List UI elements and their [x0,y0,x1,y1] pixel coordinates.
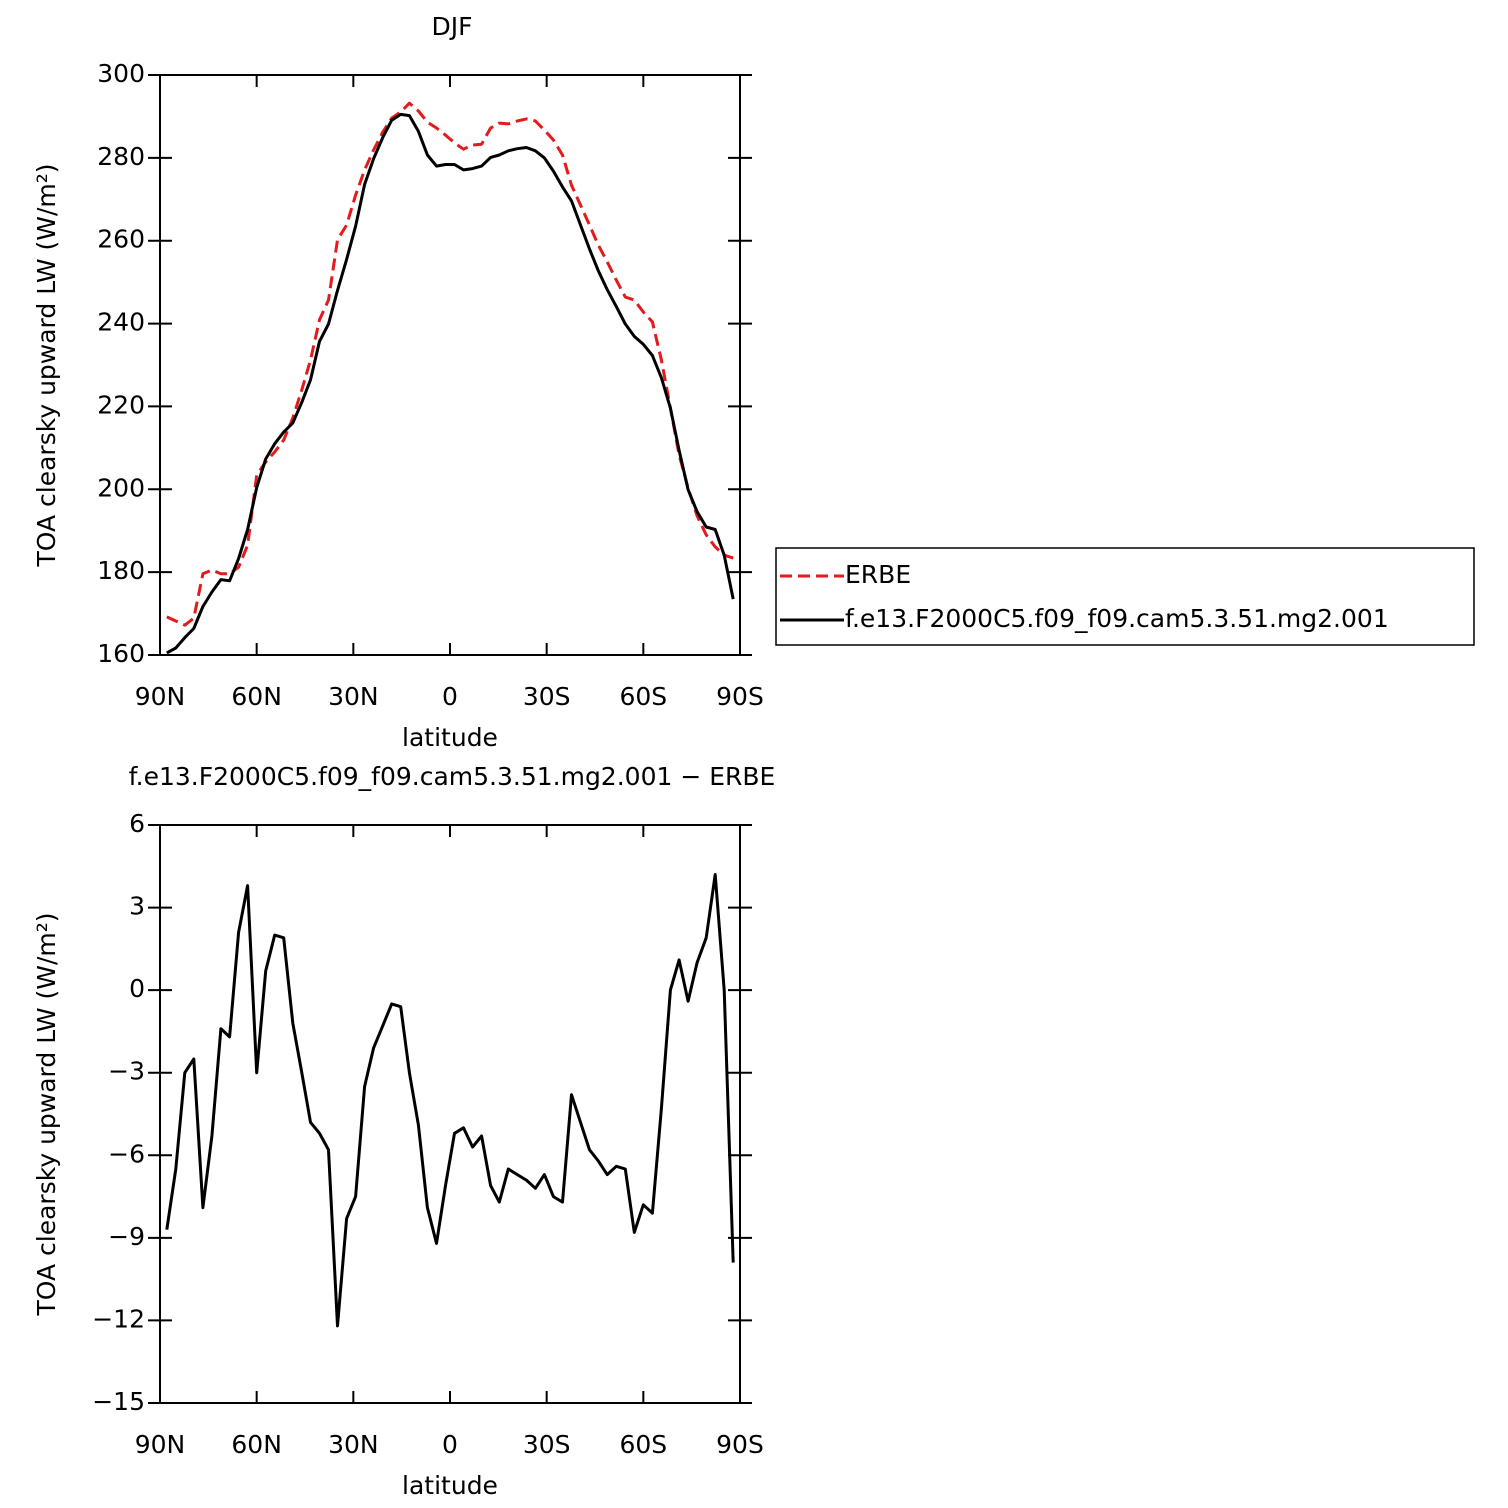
y-tick-label: 0 [129,974,145,1003]
series-line [165,873,735,1328]
x-tick-label: 30S [523,1430,571,1459]
plot-frame [159,824,741,1404]
y-tick-label: 280 [97,142,145,171]
y-tick-label: 260 [97,225,145,254]
y-tick-label: −3 [108,1057,145,1086]
x-tick-label: 60S [619,1430,667,1459]
y-axis-label: TOA clearsky upward LW (W/m²) [32,912,61,1316]
x-tick-label: 30N [328,682,379,711]
y-tick-label: 200 [97,473,145,502]
x-tick-label: 0 [442,682,458,711]
x-tick-label: 0 [442,1430,458,1459]
x-axis-label: latitude [402,723,498,752]
x-axis-label: latitude [402,1471,498,1500]
x-tick-label: 90S [716,1430,764,1459]
y-tick-label: 160 [97,639,145,668]
legend-label: ERBE [845,560,911,589]
y-tick-label: 220 [97,390,145,419]
series-line [166,112,735,655]
y-tick-label: −15 [92,1387,145,1416]
y-tick-label: 300 [97,59,145,88]
legend-label: f.e13.F2000C5.f09_f09.cam5.3.51.mg2.001 [845,604,1389,633]
y-tick-label: 3 [129,892,145,921]
x-tick-label: 90N [135,682,186,711]
legend-box [775,547,1475,646]
y-tick-label: −6 [108,1139,145,1168]
x-tick-label: 30N [328,1430,379,1459]
y-axis-label: TOA clearsky upward LW (W/m²) [32,163,61,567]
chart-title: f.e13.F2000C5.f09_f09.cam5.3.51.mg2.001 … [129,762,776,791]
x-tick-label: 60N [231,1430,282,1459]
x-tick-label: 60N [231,682,282,711]
x-tick-label: 60S [619,682,667,711]
y-tick-label: −9 [108,1222,145,1251]
y-tick-label: 240 [97,308,145,337]
chart-title: DJF [431,12,472,41]
x-tick-label: 30S [523,682,571,711]
y-tick-label: 6 [129,809,145,838]
plot-frame [159,74,741,656]
x-tick-label: 90N [135,1430,186,1459]
y-tick-label: −12 [92,1304,145,1333]
y-tick-label: 180 [97,556,145,585]
series-line [166,101,734,627]
x-tick-label: 90S [716,682,764,711]
